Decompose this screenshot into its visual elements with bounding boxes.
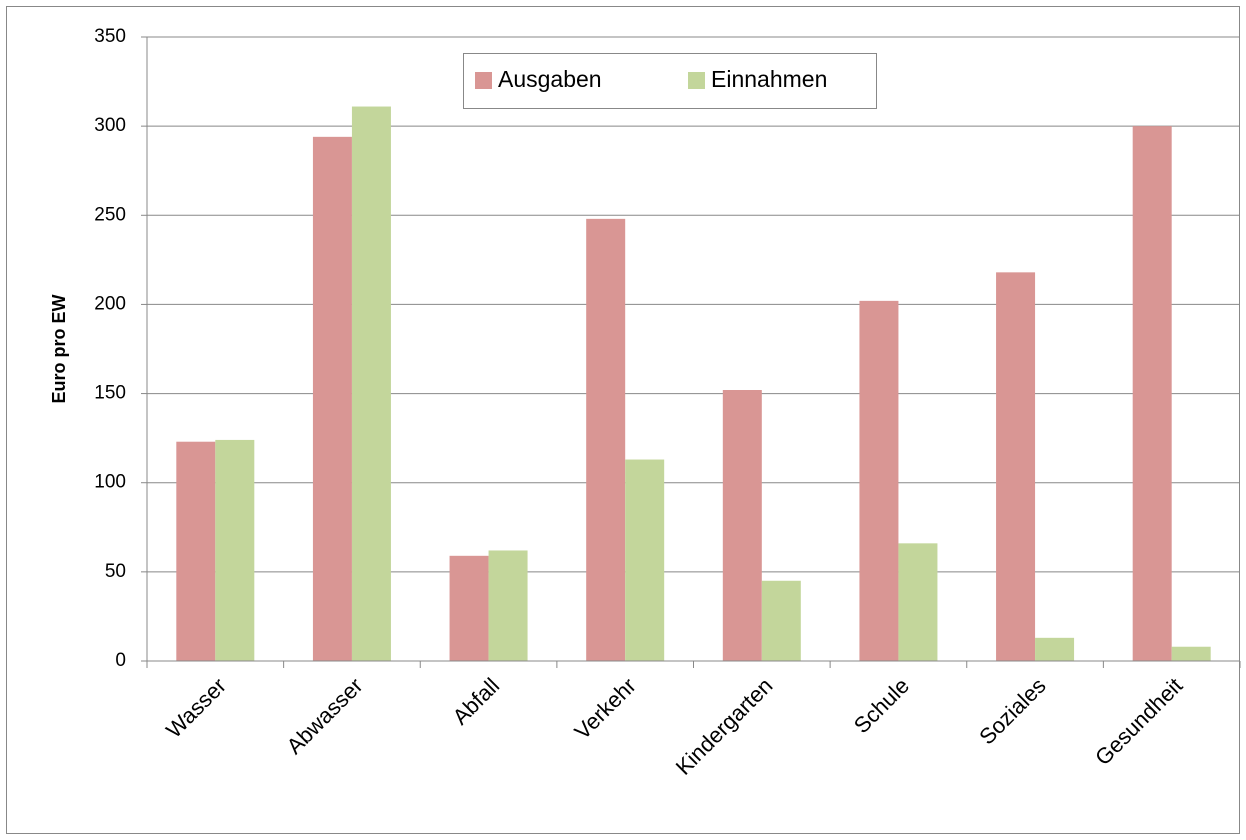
- y-tick-label: 250: [94, 204, 126, 225]
- bar: [898, 543, 938, 661]
- bar: [176, 441, 216, 661]
- bar: [449, 555, 489, 661]
- legend-box: [463, 53, 877, 109]
- bar: [859, 300, 899, 661]
- bar: [996, 272, 1036, 661]
- bar: [312, 136, 352, 662]
- legend-label: Einnahmen: [711, 66, 827, 92]
- bar: [351, 106, 391, 661]
- bar: [1132, 126, 1172, 661]
- legend-label: Ausgaben: [498, 66, 602, 92]
- bar: [722, 390, 762, 661]
- y-tick-label: 0: [115, 650, 126, 671]
- y-tick-label: 350: [94, 26, 126, 47]
- bar: [586, 218, 626, 661]
- y-tick-label: 100: [94, 472, 126, 493]
- bar: [761, 580, 801, 661]
- legend-swatch: [475, 72, 492, 89]
- bar: [215, 439, 255, 661]
- legend-swatch: [688, 72, 705, 89]
- bar: [1035, 637, 1075, 661]
- bar: [488, 550, 528, 661]
- y-tick-label: 200: [94, 293, 126, 314]
- bar: [625, 459, 665, 661]
- y-tick-label: 50: [105, 561, 126, 582]
- y-tick-label: 300: [94, 115, 126, 136]
- y-tick-label: 150: [94, 383, 126, 404]
- y-axis-label: Euro pro EW: [49, 294, 69, 403]
- bar: [1171, 646, 1211, 661]
